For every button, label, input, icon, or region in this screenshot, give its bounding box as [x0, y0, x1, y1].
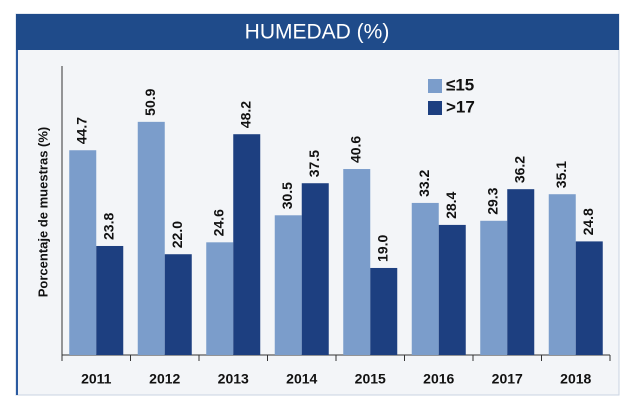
bar	[69, 150, 97, 355]
x-tick-label: 2013	[218, 371, 249, 387]
x-tick-label: 2012	[149, 371, 180, 387]
bar	[575, 241, 603, 355]
x-tick-label: 2015	[355, 371, 386, 387]
legend-label: ≤15	[446, 75, 474, 94]
legend-label: >17	[446, 97, 475, 116]
x-tick-label: 2011	[81, 371, 112, 387]
y-axis-label: Porcentaje de muestras (%)	[35, 127, 50, 298]
bar	[233, 134, 261, 355]
data-label: 33.2	[416, 169, 432, 196]
bar	[274, 215, 302, 355]
bar	[438, 224, 466, 355]
data-label: 40.6	[347, 136, 363, 163]
data-label: 37.5	[306, 150, 322, 177]
bar	[206, 242, 234, 355]
bar	[507, 189, 535, 355]
data-label: 19.0	[374, 235, 390, 262]
data-label: 30.5	[279, 182, 295, 209]
data-label: 36.2	[511, 156, 527, 183]
data-label: 24.6	[210, 209, 226, 236]
bar	[548, 194, 576, 355]
bar	[96, 245, 124, 355]
bar	[370, 267, 398, 355]
bar	[343, 169, 371, 355]
x-tick-label: 2018	[560, 371, 591, 387]
data-label: 23.8	[100, 213, 116, 240]
x-tick-label: 2014	[286, 371, 317, 387]
chart-title: HUMEDAD (%)	[245, 21, 390, 44]
bar	[411, 202, 439, 355]
data-label: 50.9	[142, 88, 158, 115]
data-label: 22.0	[169, 221, 185, 248]
data-label: 24.8	[580, 208, 596, 235]
legend-swatch	[428, 79, 442, 93]
bar	[137, 121, 165, 356]
data-label: 48.2	[237, 101, 253, 128]
data-label: 29.3	[484, 187, 500, 214]
legend-swatch	[428, 101, 442, 115]
data-label: 35.1	[553, 161, 569, 188]
header-bar	[16, 14, 619, 50]
bar	[480, 220, 508, 355]
bar	[164, 254, 192, 355]
bar	[301, 183, 329, 355]
x-tick-label: 2017	[492, 371, 523, 387]
data-label: 44.7	[73, 117, 89, 144]
x-tick-label: 2016	[423, 371, 454, 387]
data-label: 28.4	[443, 191, 459, 218]
